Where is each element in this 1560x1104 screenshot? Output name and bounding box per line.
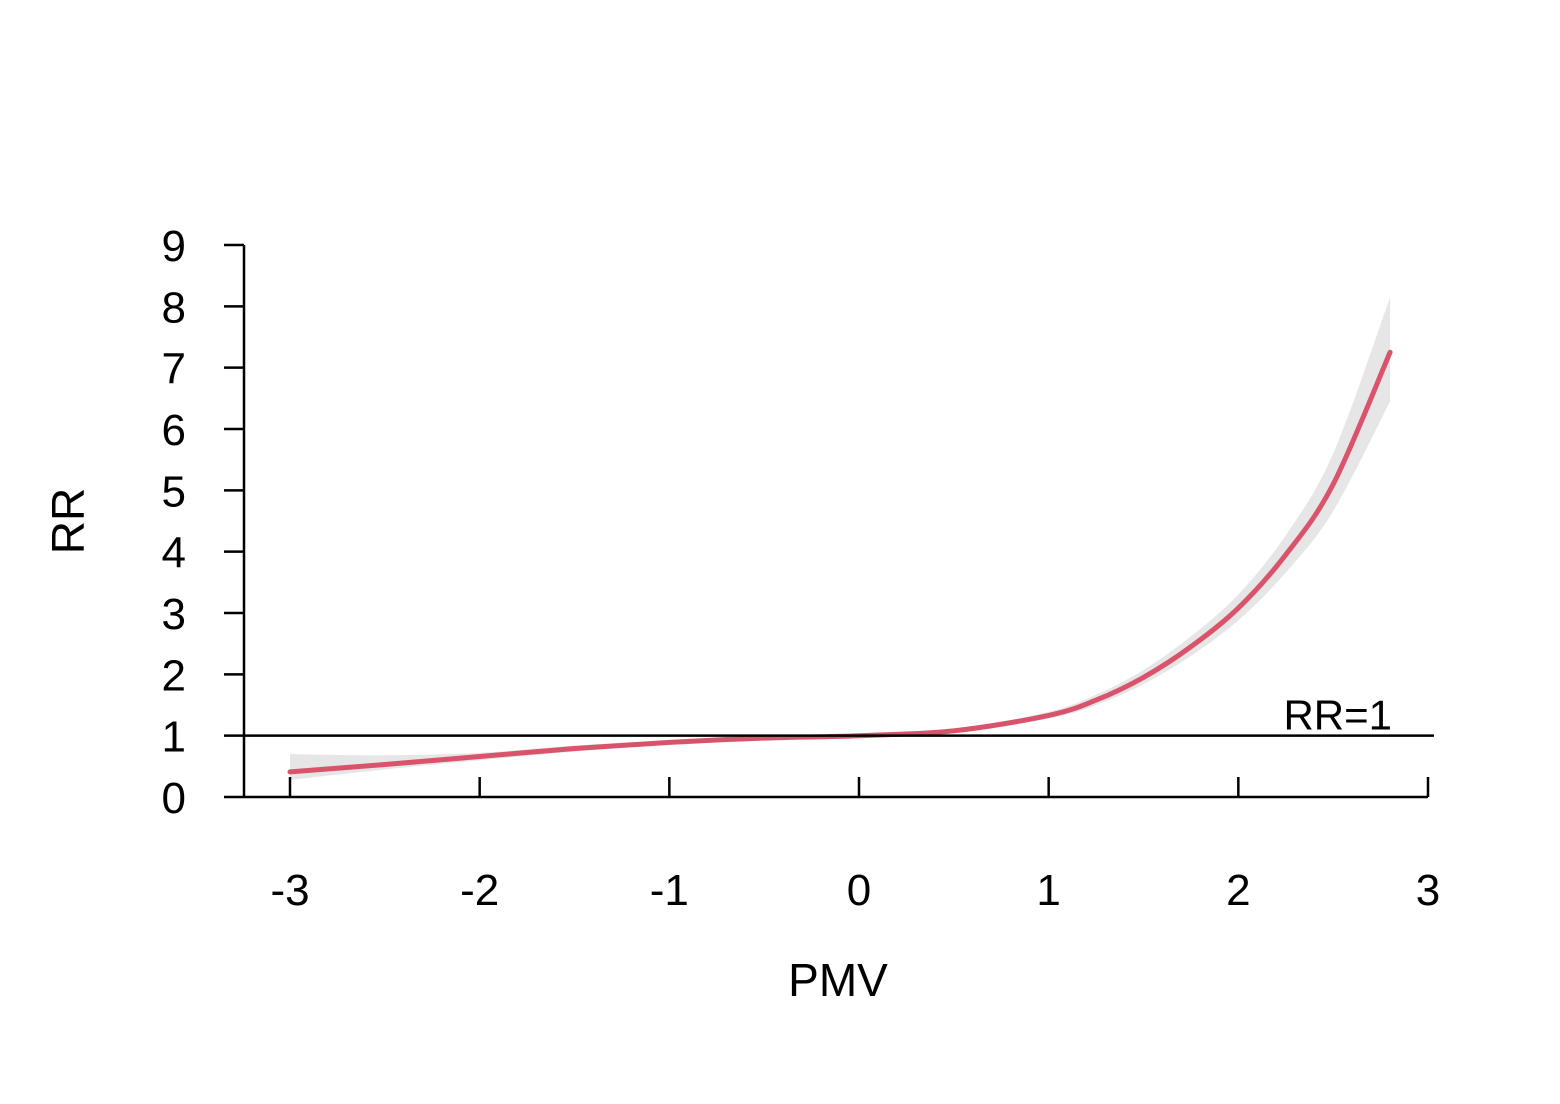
data-point	[1331, 482, 1336, 487]
y-tick-label: 3	[162, 590, 186, 639]
y-tick-label: 6	[162, 406, 186, 455]
y-tick-label: 4	[162, 529, 186, 578]
y-tick-label: 1	[162, 713, 186, 762]
data-point	[1236, 606, 1241, 611]
x-tick-label: 3	[1416, 866, 1440, 915]
data-point	[1094, 698, 1099, 703]
data-point	[477, 754, 482, 759]
confidence-band-layer	[290, 297, 1391, 780]
x-axis-title: PMV	[788, 954, 888, 1006]
reference-layer: RR=1	[244, 692, 1434, 739]
y-tick-label: 8	[162, 283, 186, 332]
data-point	[1141, 675, 1146, 680]
data-point	[951, 728, 956, 733]
confidence-band	[290, 297, 1391, 780]
data-point	[1046, 713, 1051, 718]
y-tick-label: 9	[162, 222, 186, 271]
reference-line-label: RR=1	[1283, 692, 1392, 739]
y-tick-label: 7	[162, 345, 186, 394]
data-point	[1283, 552, 1288, 557]
x-tick-label: 1	[1036, 866, 1060, 915]
series-line	[287, 349, 1393, 775]
data-point	[1388, 350, 1393, 355]
y-tick-label: 5	[162, 467, 186, 516]
y-tick-label: 0	[162, 774, 186, 823]
x-tick-label: -3	[270, 866, 309, 915]
x-tick-label: 0	[847, 866, 871, 915]
x-tick-label: -1	[650, 866, 689, 915]
data-point	[382, 762, 387, 767]
axes: 0 1 2 3 4 5 6 7 8 9 -3 -2 -1 0 1 2 3	[162, 222, 1441, 915]
data-point	[667, 740, 672, 745]
data-point	[572, 746, 577, 751]
data-point	[288, 769, 293, 774]
data-point	[1188, 644, 1193, 649]
x-tick-label: -2	[460, 866, 499, 915]
y-tick-label: 2	[162, 651, 186, 700]
y-axis-title: RR	[42, 488, 94, 554]
series-layer	[287, 349, 1393, 775]
x-tick-label: 2	[1226, 866, 1250, 915]
